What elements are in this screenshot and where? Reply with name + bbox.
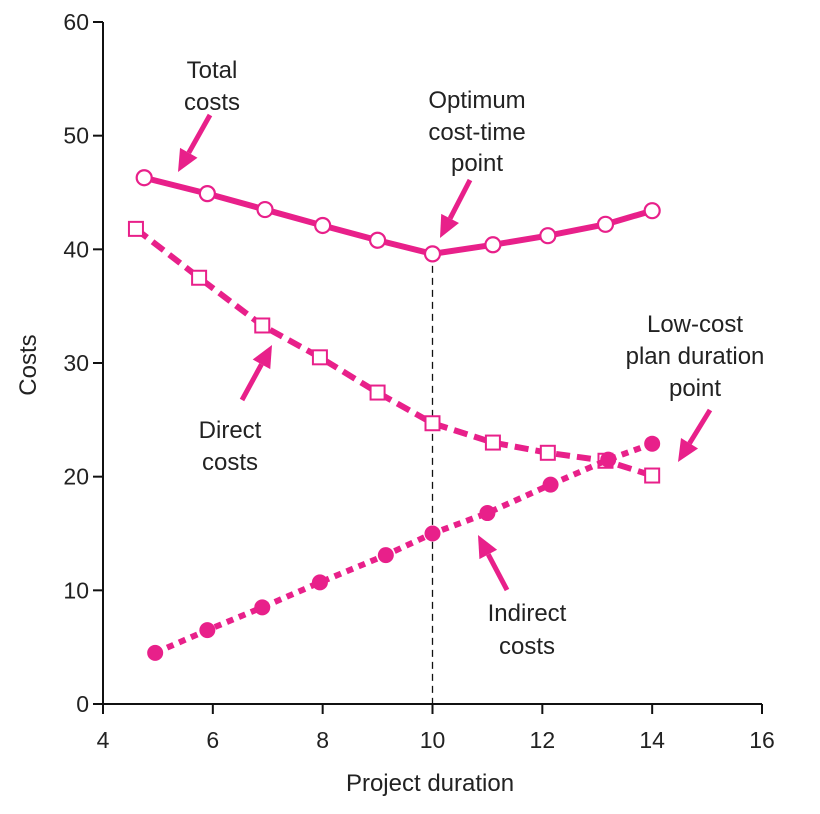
direct-point: [254, 317, 271, 334]
total-point: [539, 227, 557, 245]
arrowhead-icon: [478, 535, 498, 560]
direct-annotation-text: Direct: [199, 417, 262, 444]
total-annotation-text: Total: [187, 57, 238, 84]
indirect-point: [644, 435, 661, 452]
total-point: [484, 236, 502, 254]
arrowhead-icon: [440, 213, 459, 238]
optimum-annotation-text: cost-time: [428, 119, 525, 146]
direct-arrow: [239, 363, 264, 402]
arrowhead-icon: [178, 147, 198, 172]
y-tick-label: 50: [63, 123, 89, 149]
total-costs-line: [143, 174, 654, 257]
indirect-point: [600, 451, 617, 468]
optimum-annotation-text: point: [451, 150, 503, 177]
x-tick-label: 6: [206, 727, 219, 753]
indirect-point: [377, 547, 394, 564]
direct-point: [484, 434, 501, 451]
total-arrow: [186, 113, 213, 155]
x-tick-label: 8: [316, 727, 329, 753]
indirect-arrow: [486, 553, 510, 592]
y-tick-label: 40: [63, 236, 89, 262]
direct-point: [644, 467, 661, 484]
y-tick-label: 0: [76, 691, 89, 717]
indirect-point: [542, 476, 559, 493]
total-point: [423, 245, 442, 263]
indirect-point: [311, 574, 328, 591]
direct-point: [311, 349, 328, 366]
y-tick-label: 60: [63, 9, 89, 35]
indirect-point: [254, 599, 271, 616]
direct-point: [424, 415, 441, 432]
indirect-annotation-text: Indirect: [488, 600, 567, 627]
indirect-point: [479, 505, 496, 522]
direct-annotation-text: costs: [202, 449, 258, 476]
indirect-costs-line: [153, 440, 654, 656]
x-axis-label: Project duration: [346, 770, 514, 797]
lowcost-arrow: [687, 408, 713, 445]
total-point: [643, 202, 661, 220]
total-point: [135, 169, 153, 187]
y-tick-label: 30: [63, 350, 89, 376]
arrowhead-icon: [678, 438, 699, 462]
indirect-point: [424, 525, 441, 542]
direct-costs-line: [134, 226, 654, 479]
total-point: [198, 185, 216, 203]
direct-point: [369, 384, 386, 401]
total-point: [314, 216, 332, 235]
direct-point: [191, 269, 208, 286]
x-tick-label: 16: [749, 727, 775, 753]
optimum-arrow: [447, 178, 473, 220]
lowcost-annotation-text: point: [669, 375, 721, 402]
indirect-point: [199, 622, 216, 639]
indirect-point: [147, 644, 164, 661]
total-annotation-text: costs: [184, 89, 240, 116]
direct-point: [539, 444, 556, 461]
x-tick-label: 10: [420, 727, 446, 753]
y-tick-label: 10: [63, 577, 89, 603]
optimum-annotation-text: Optimum: [428, 87, 525, 114]
lowcost-annotation-text: Low-cost: [647, 311, 743, 338]
total-point: [256, 200, 274, 219]
direct-point: [127, 220, 144, 237]
arrowhead-icon: [252, 345, 272, 370]
x-tick-label: 12: [530, 727, 556, 753]
x-tick-label: 4: [97, 727, 110, 753]
total-point: [596, 215, 615, 233]
y-tick-label: 20: [63, 464, 89, 490]
y-axis-label: Costs: [15, 334, 42, 395]
x-tick-label: 14: [639, 727, 665, 753]
lowcost-annotation-text: plan duration: [626, 343, 765, 370]
indirect-annotation-text: costs: [499, 633, 555, 660]
total-point: [368, 231, 387, 249]
